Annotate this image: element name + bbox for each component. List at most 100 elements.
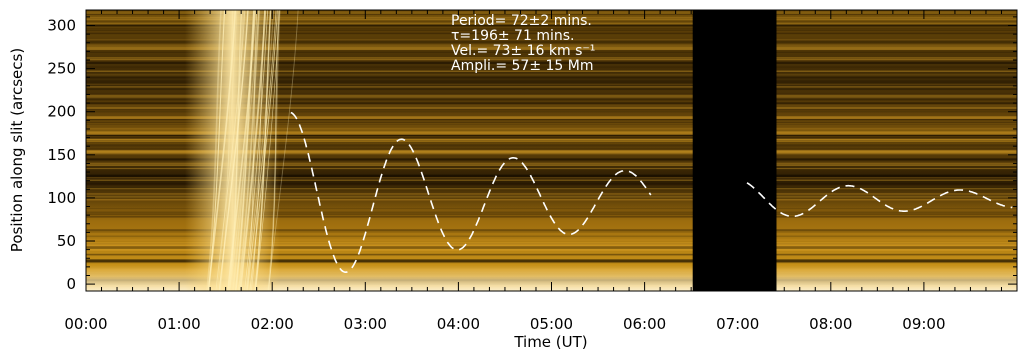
streak bbox=[86, 194, 1017, 196]
streak bbox=[86, 131, 1017, 134]
x-tick-label: 06:00 bbox=[623, 315, 666, 333]
y-axis-title: Position along slit (arcsecs) bbox=[8, 48, 26, 252]
streak bbox=[86, 40, 1017, 42]
streak bbox=[86, 242, 1017, 246]
streak bbox=[86, 57, 1017, 61]
flare-strand bbox=[267, 10, 281, 291]
streak bbox=[86, 193, 1017, 195]
streak bbox=[86, 94, 1017, 97]
streak bbox=[86, 195, 1017, 199]
streak bbox=[86, 133, 1017, 135]
streak bbox=[86, 188, 1017, 190]
flare-strand bbox=[267, 10, 299, 291]
streak bbox=[86, 187, 1017, 189]
flare-strand bbox=[250, 10, 265, 291]
streak bbox=[86, 260, 1017, 263]
y-axis: 0 50 100 150 200 250 300 bbox=[47, 16, 1017, 293]
streak bbox=[86, 121, 1017, 123]
x-tick-label: 07:00 bbox=[716, 315, 759, 333]
streak bbox=[86, 149, 1017, 153]
streak bbox=[86, 244, 1017, 248]
streak bbox=[86, 158, 1017, 160]
streak bbox=[86, 182, 1017, 185]
streak bbox=[86, 160, 1017, 163]
flare-strand bbox=[217, 10, 238, 291]
flare-strand bbox=[234, 10, 255, 291]
flare-strand bbox=[245, 10, 274, 291]
streak bbox=[86, 26, 1017, 28]
streak bbox=[86, 193, 1017, 195]
streak bbox=[86, 47, 1017, 49]
streak bbox=[86, 45, 1017, 48]
streak bbox=[86, 95, 1017, 99]
streak bbox=[86, 151, 1017, 153]
streak bbox=[86, 163, 1017, 167]
streak bbox=[86, 248, 1017, 251]
streak bbox=[86, 238, 1017, 241]
streak bbox=[86, 123, 1017, 125]
flare-strand bbox=[249, 10, 278, 291]
x-axis-title: Time (UT) bbox=[513, 333, 587, 351]
x-tick-label: 09:00 bbox=[902, 315, 945, 333]
annotation-tau: τ=196± 71 mins. bbox=[451, 28, 574, 44]
streak bbox=[86, 138, 1017, 142]
heatmap-image bbox=[86, 10, 1017, 291]
streak bbox=[86, 184, 1017, 185]
streak bbox=[86, 116, 1017, 118]
annotation-velocity: Vel.= 73± 16 km s⁻¹ bbox=[451, 43, 595, 59]
streak bbox=[86, 84, 1017, 86]
streak bbox=[86, 148, 1017, 150]
streak bbox=[86, 77, 1017, 81]
flare-strand bbox=[207, 10, 226, 291]
streak bbox=[86, 57, 1017, 59]
streak bbox=[86, 195, 1017, 197]
streak bbox=[86, 102, 1017, 104]
streak bbox=[86, 138, 1017, 141]
flare-strand bbox=[244, 10, 269, 291]
streak bbox=[86, 43, 1017, 46]
streak bbox=[86, 136, 1017, 140]
x-tick-label: 04:00 bbox=[437, 315, 480, 333]
flare-strand bbox=[247, 10, 277, 291]
streak bbox=[86, 73, 1017, 76]
streak bbox=[86, 119, 1017, 121]
streak bbox=[86, 111, 1017, 113]
streak bbox=[86, 57, 1017, 58]
streak bbox=[86, 78, 1017, 81]
streak bbox=[86, 92, 1017, 96]
y-tick-label: 100 bbox=[47, 189, 76, 207]
streak bbox=[86, 130, 1017, 133]
x-tick-label: 03:00 bbox=[344, 315, 387, 333]
streak bbox=[86, 102, 1017, 104]
streak bbox=[86, 29, 1017, 31]
streak bbox=[86, 24, 1017, 26]
flare-strand bbox=[255, 10, 280, 291]
streak bbox=[86, 151, 1017, 155]
streak bbox=[86, 179, 1017, 181]
streak bbox=[86, 136, 1017, 140]
streak bbox=[86, 107, 1017, 110]
streak bbox=[86, 107, 1017, 110]
x-axis: 00:00 01:00 02:00 03:00 04:00 05:00 06:00 07:00… bbox=[64, 10, 1018, 333]
streak bbox=[86, 108, 1017, 111]
streak bbox=[86, 77, 1017, 80]
streak bbox=[86, 185, 1017, 187]
streak bbox=[86, 242, 1017, 245]
flare-strand bbox=[215, 10, 246, 291]
streak bbox=[86, 243, 1017, 245]
streak bbox=[86, 246, 1017, 249]
streak bbox=[86, 181, 1017, 183]
streak bbox=[86, 138, 1017, 141]
flare-strand bbox=[218, 10, 249, 291]
streak bbox=[86, 261, 1017, 264]
streak bbox=[86, 22, 1017, 25]
streak bbox=[86, 51, 1017, 53]
streak bbox=[86, 28, 1017, 30]
streak bbox=[86, 133, 1017, 136]
streak bbox=[86, 211, 1017, 214]
streak bbox=[86, 174, 1017, 177]
streak bbox=[86, 196, 1017, 198]
annotation-period: Period= 72±2 mins. bbox=[451, 13, 592, 29]
streak bbox=[86, 140, 1017, 141]
